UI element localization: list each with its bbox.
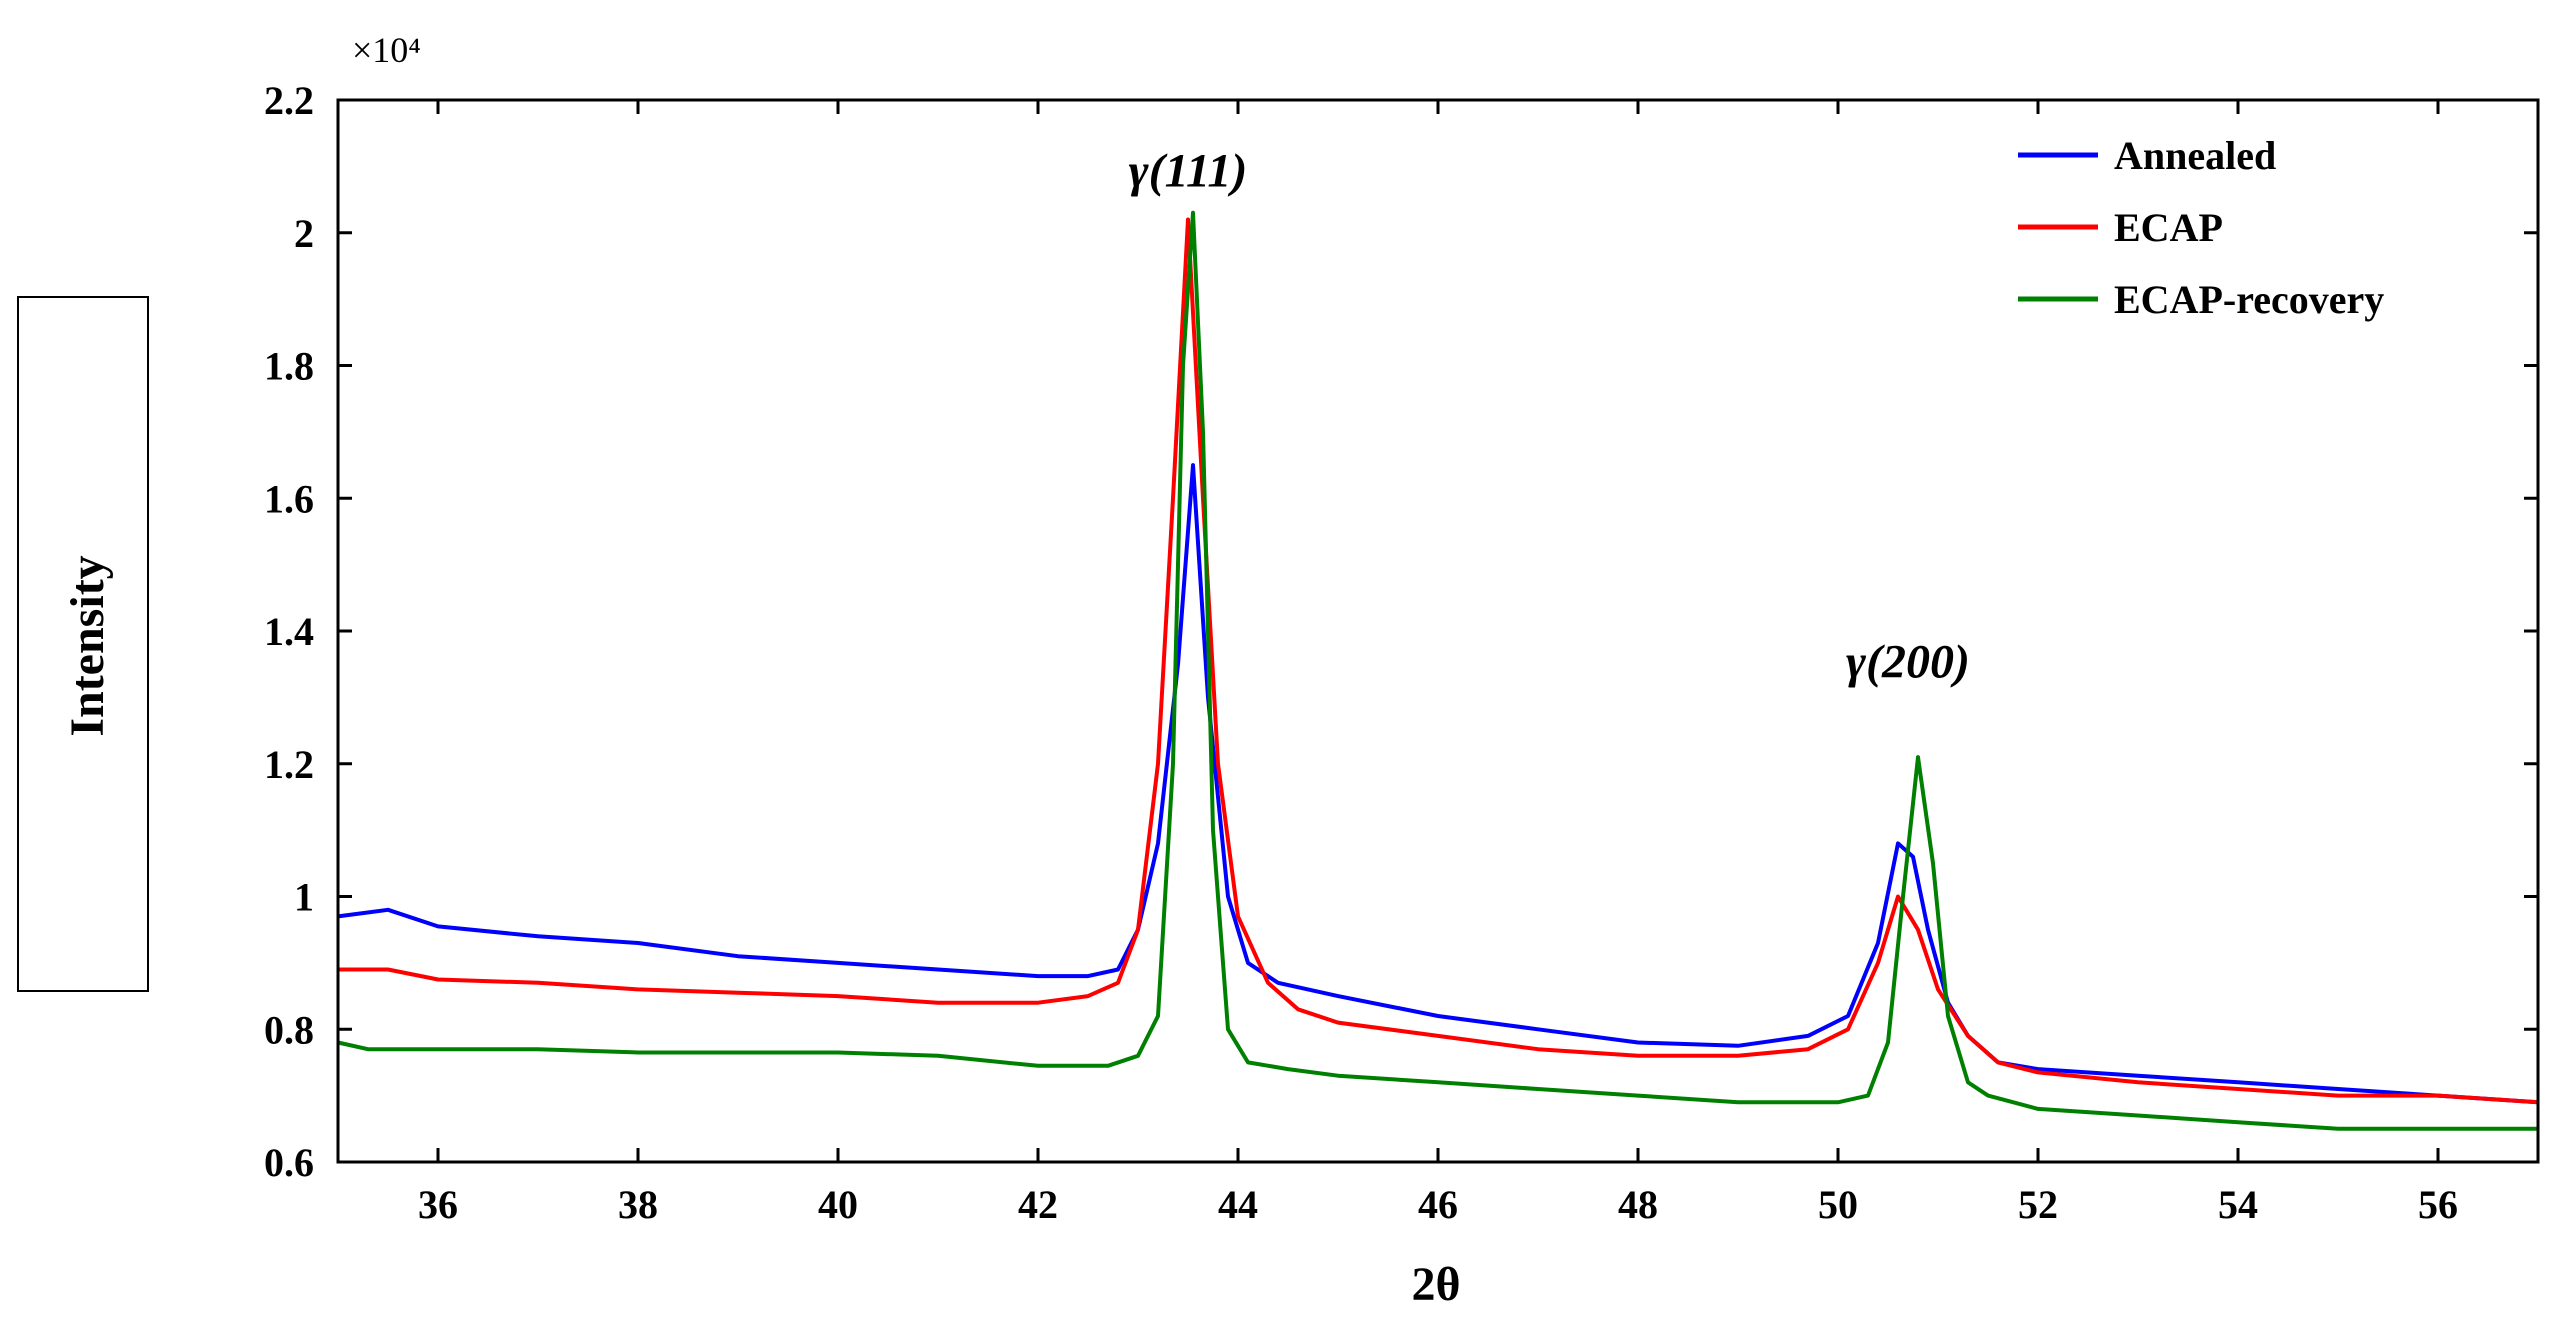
- x-tick-label: 44: [1218, 1182, 1258, 1227]
- x-axis-title: 2θ: [1411, 1258, 1460, 1311]
- series-line-2: [337, 210, 2538, 1131]
- peak-annotation: γ(111): [1129, 144, 1248, 197]
- legend: Annealed ECAP ECAP-recovery: [2018, 133, 2384, 322]
- series-line-0: [337, 463, 2539, 1105]
- x-tick-label: 48: [1618, 1182, 1658, 1227]
- x-tick-label: 40: [818, 1182, 858, 1227]
- x-tick-label: 38: [618, 1182, 658, 1227]
- y-tick-label: 0.6: [264, 1140, 314, 1185]
- legend-label: ECAP-recovery: [2114, 277, 2384, 322]
- ticks-layer: 36 38 40 42 44 46 48 50 52 54 56 0.6 0.8 1 1.2 1.4 1.6 1.…: [264, 78, 2538, 1227]
- y-tick-label: 2: [294, 211, 314, 256]
- y-tick-label: 1.2: [264, 742, 314, 787]
- y-tick-label: 0.8: [264, 1007, 314, 1052]
- x-tick-label: 36: [418, 1182, 458, 1227]
- annotation-layer: γ(111) γ(200): [1129, 144, 1970, 688]
- legend-label: Annealed: [2114, 133, 2276, 178]
- x-tick-label: 54: [2218, 1182, 2258, 1227]
- x-tick-label: 56: [2418, 1182, 2458, 1227]
- x-tick-label: 42: [1018, 1182, 1058, 1227]
- series-layer: [337, 210, 2539, 1131]
- y-tick-label: 1: [294, 875, 314, 920]
- legend-label: ECAP: [2114, 205, 2223, 250]
- ylabel-box: [17, 296, 149, 992]
- x-tick-label: 50: [1818, 1182, 1858, 1227]
- x-tick-label: 52: [2018, 1182, 2058, 1227]
- y-exponent-label: ×10⁴: [352, 30, 421, 70]
- y-tick-label: 1.4: [264, 609, 314, 654]
- plot-frame: [336, 98, 2540, 1164]
- y-axis-title: Intensity: [61, 555, 114, 736]
- y-tick-label: 1.8: [264, 344, 314, 389]
- y-tick-label: 1.6: [264, 476, 314, 521]
- peak-annotation: γ(200): [1846, 635, 1970, 688]
- series-line-1: [338, 217, 2539, 1105]
- x-tick-label: 46: [1418, 1182, 1458, 1227]
- y-tick-label: 2.2: [264, 78, 314, 123]
